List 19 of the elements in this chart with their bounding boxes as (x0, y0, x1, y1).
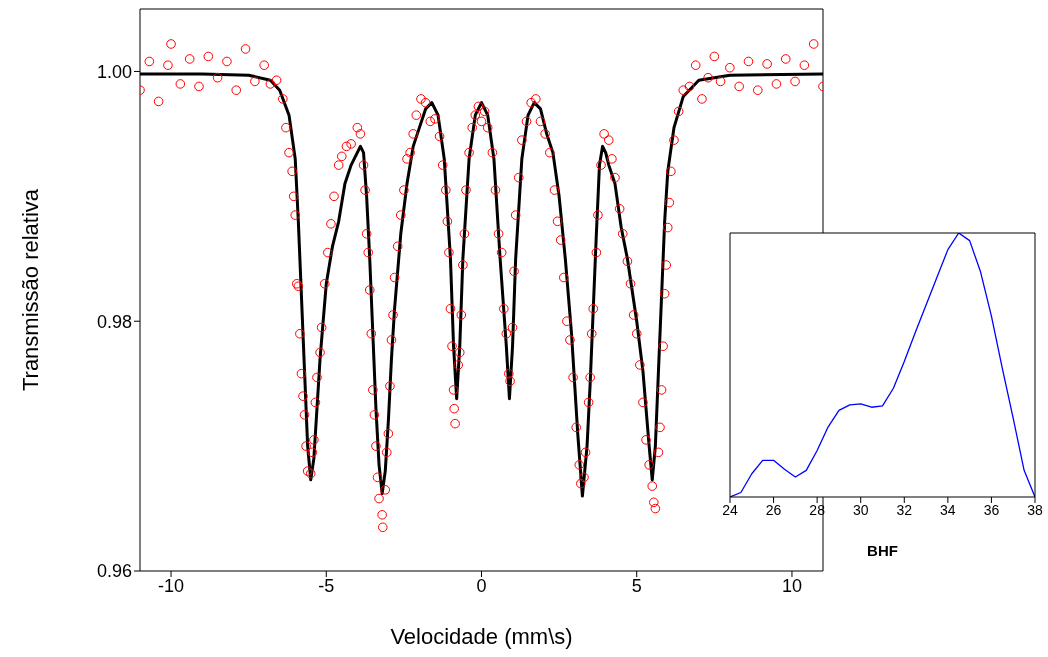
x-axis-title: BHF (867, 542, 898, 559)
x-tick-label: 5 (631, 575, 642, 596)
y-tick-label: 0.98 (96, 311, 132, 332)
y-tick-label: 1.00 (96, 61, 132, 82)
x-tick-label: -10 (158, 575, 185, 596)
x-tick-label: 26 (765, 501, 782, 518)
x-tick-label: 34 (940, 501, 956, 518)
x-tick-label: -5 (318, 575, 335, 596)
y-tick-label: 0.96 (96, 561, 132, 582)
x-axis-title: Velocidade (mm\s) (390, 624, 573, 649)
x-tick-label: 36 (983, 501, 1000, 518)
x-tick-label: 32 (896, 501, 913, 518)
x-tick-label: 30 (852, 501, 869, 518)
x-tick-label: 10 (781, 575, 802, 596)
x-tick-label: 38 (1027, 501, 1043, 518)
y-axis-title: Transmissão relativa (17, 188, 43, 392)
x-tick-label: 24 (722, 501, 738, 518)
x-tick-label: 28 (809, 501, 826, 518)
x-tick-label: 0 (476, 575, 487, 596)
